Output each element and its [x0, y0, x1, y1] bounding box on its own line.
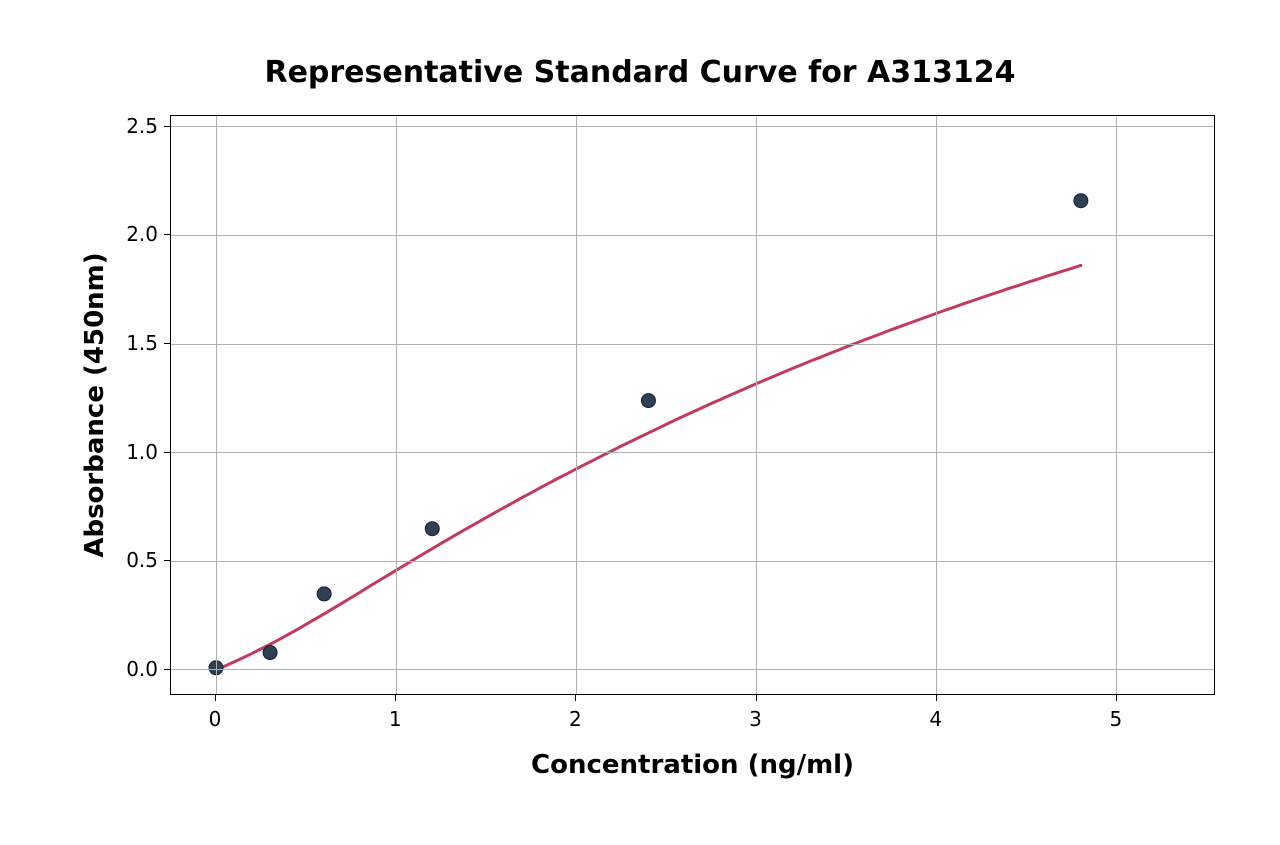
chart-title: Representative Standard Curve for A31312… — [0, 55, 1280, 90]
grid-line-h — [171, 126, 1214, 127]
x-tick-label: 2 — [569, 707, 582, 731]
y-tick — [164, 452, 170, 453]
x-axis-label: Concentration (ng/ml) — [531, 750, 854, 780]
x-tick — [395, 695, 396, 701]
fitted-curve — [216, 265, 1081, 669]
data-point — [1074, 194, 1088, 208]
y-tick — [164, 343, 170, 344]
x-tick-label: 3 — [749, 707, 762, 731]
grid-line-h — [171, 344, 1214, 345]
y-tick-label: 0.0 — [126, 657, 158, 681]
x-tick — [215, 695, 216, 701]
grid-line-v — [936, 116, 937, 694]
y-tick-label: 2.5 — [126, 114, 158, 138]
grid-line-h — [171, 235, 1214, 236]
x-tick — [1116, 695, 1117, 701]
y-tick — [164, 560, 170, 561]
x-tick — [575, 695, 576, 701]
data-point — [317, 587, 331, 601]
y-tick — [164, 126, 170, 127]
grid-line-h — [171, 561, 1214, 562]
y-tick — [164, 234, 170, 235]
x-tick-label: 5 — [1110, 707, 1123, 731]
y-tick-label: 2.0 — [126, 222, 158, 246]
grid-line-v — [396, 116, 397, 694]
data-point — [425, 522, 439, 536]
x-tick-label: 0 — [209, 707, 222, 731]
x-tick-label: 1 — [389, 707, 402, 731]
x-tick — [756, 695, 757, 701]
figure: Representative Standard Curve for A31312… — [0, 0, 1280, 845]
data-point — [263, 646, 277, 660]
grid-line-v — [576, 116, 577, 694]
y-tick-label: 1.5 — [126, 331, 158, 355]
grid-line-v — [756, 116, 757, 694]
grid-line-h — [171, 669, 1214, 670]
grid-line-v — [216, 116, 217, 694]
y-tick — [164, 669, 170, 670]
plot-svg — [171, 116, 1216, 696]
y-axis-label: Absorbance (450nm) — [80, 252, 110, 557]
x-tick — [936, 695, 937, 701]
grid-line-v — [1116, 116, 1117, 694]
data-point — [641, 394, 655, 408]
grid-line-h — [171, 452, 1214, 453]
y-tick-label: 0.5 — [126, 548, 158, 572]
y-tick-label: 1.0 — [126, 440, 158, 464]
plot-area — [170, 115, 1215, 695]
x-tick-label: 4 — [929, 707, 942, 731]
